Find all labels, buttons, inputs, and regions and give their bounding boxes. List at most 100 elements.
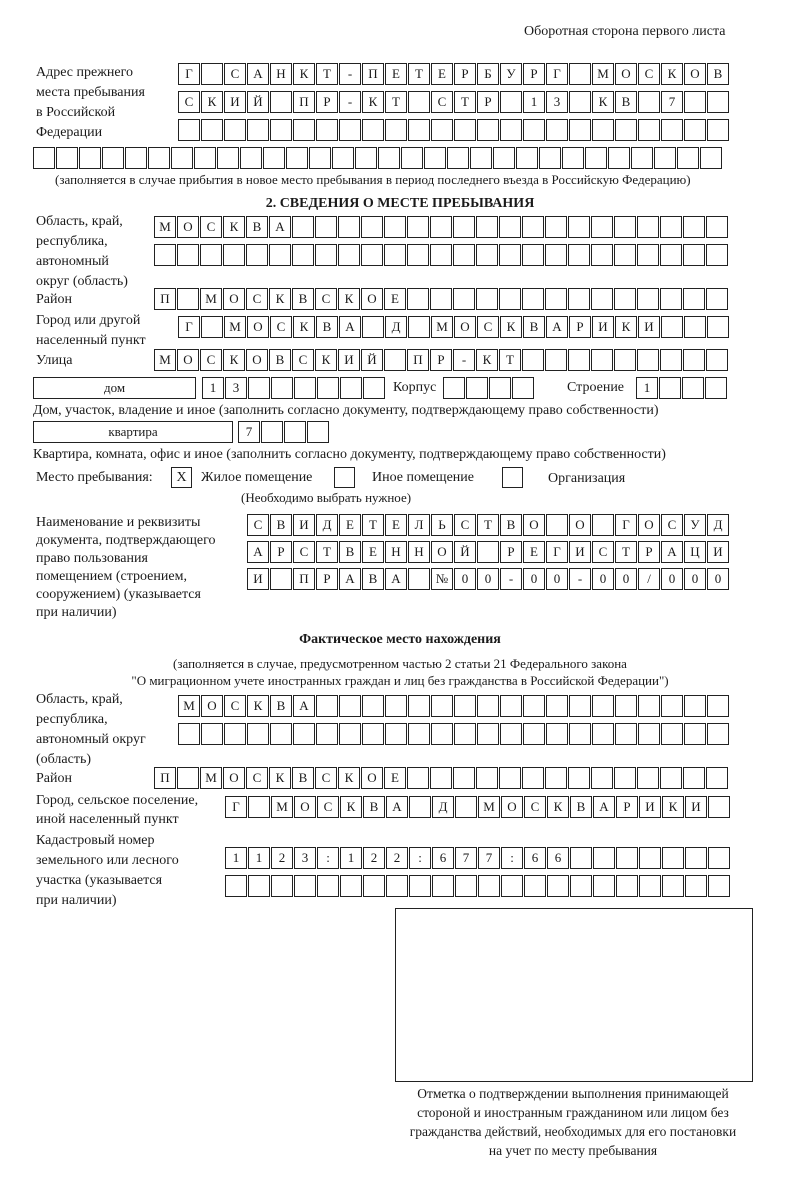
letter-cell[interactable] [470,147,492,169]
letter-cell[interactable]: В [362,568,384,590]
letter-cell[interactable] [284,421,306,443]
letter-cell[interactable] [317,377,339,399]
letter-cell[interactable]: А [546,316,568,338]
letter-cell[interactable] [269,244,291,266]
letter-cell[interactable]: Р [616,796,638,818]
letter-cell[interactable] [592,695,614,717]
letter-cell[interactable] [569,695,591,717]
letter-cell[interactable]: К [293,63,315,85]
letter-cell[interactable]: К [362,91,384,113]
letter-cell[interactable] [247,119,269,141]
letter-cell[interactable] [684,91,706,113]
letter-cell[interactable]: И [638,316,660,338]
letter-cell[interactable]: И [224,91,246,113]
letter-cell[interactable]: И [247,568,269,590]
letter-cell[interactable] [447,147,469,169]
letter-cell[interactable] [355,147,377,169]
letter-cell[interactable]: В [270,695,292,717]
letter-cell[interactable] [408,91,430,113]
letter-cell[interactable] [500,695,522,717]
letter-cell[interactable]: Т [499,349,521,371]
letter-cell[interactable] [522,349,544,371]
letter-cell[interactable]: О [294,796,316,818]
letter-cell[interactable] [661,316,683,338]
letter-cell[interactable] [592,514,614,536]
letter-cell[interactable]: И [338,349,360,371]
letter-cell[interactable]: 0 [661,568,683,590]
letter-cell[interactable] [408,723,430,745]
letter-cell[interactable] [545,216,567,238]
letter-cell[interactable]: А [661,541,683,563]
letter-cell[interactable] [430,767,452,789]
letter-cell[interactable]: Й [247,91,269,113]
letter-cell[interactable] [455,875,477,897]
letter-cell[interactable] [523,119,545,141]
letter-cell[interactable]: Д [432,796,454,818]
letter-cell[interactable] [500,91,522,113]
letter-cell[interactable]: М [271,796,293,818]
letter-cell[interactable] [476,216,498,238]
letter-cell[interactable] [522,767,544,789]
letter-cell[interactable] [453,288,475,310]
letter-cell[interactable]: М [178,695,200,717]
letter-cell[interactable] [316,119,338,141]
letter-cell[interactable]: Е [385,514,407,536]
letter-cell[interactable]: В [270,514,292,536]
letter-cell[interactable]: О [684,63,706,85]
letter-cell[interactable] [270,119,292,141]
letter-cell[interactable] [608,147,630,169]
letter-cell[interactable]: К [269,288,291,310]
letter-cell[interactable]: В [316,316,338,338]
letter-cell[interactable]: Т [454,91,476,113]
letter-cell[interactable]: К [476,349,498,371]
letter-cell[interactable]: О [246,349,268,371]
letter-cell[interactable] [339,723,361,745]
letter-cell[interactable] [638,723,660,745]
letter-cell[interactable]: В [615,91,637,113]
letter-cell[interactable]: 2 [386,847,408,869]
letter-cell[interactable]: С [178,91,200,113]
letter-cell[interactable] [431,119,453,141]
letter-cell[interactable] [614,349,636,371]
letter-cell[interactable]: М [431,316,453,338]
letter-cell[interactable]: Р [638,541,660,563]
letter-cell[interactable] [407,767,429,789]
letter-cell[interactable] [477,541,499,563]
letter-cell[interactable]: 0 [454,568,476,590]
letter-cell[interactable] [361,244,383,266]
letter-cell[interactable] [585,147,607,169]
letter-cell[interactable] [654,147,676,169]
apartment-type-field[interactable]: квартира [33,421,233,443]
letter-cell[interactable]: С [200,349,222,371]
letter-cell[interactable] [454,119,476,141]
letter-cell[interactable] [361,216,383,238]
letter-cell[interactable]: В [363,796,385,818]
korpus-field[interactable] [443,377,535,399]
letter-cell[interactable] [592,119,614,141]
letter-cell[interactable]: Е [384,767,406,789]
letter-cell[interactable] [499,288,521,310]
letter-cell[interactable] [270,91,292,113]
letter-cell[interactable]: Т [316,541,338,563]
letter-cell[interactable]: К [247,695,269,717]
letter-cell[interactable]: О [201,695,223,717]
letter-cell[interactable] [683,349,705,371]
letter-cell[interactable]: В [523,316,545,338]
letter-cell[interactable] [568,767,590,789]
letter-cell[interactable]: С [315,288,337,310]
letter-cell[interactable]: - [500,568,522,590]
letter-cell[interactable]: К [223,349,245,371]
letter-cell[interactable] [178,723,200,745]
letter-cell[interactable]: С [431,91,453,113]
letter-cell[interactable]: С [592,541,614,563]
letter-cell[interactable] [263,147,285,169]
letter-cell[interactable] [631,147,653,169]
letter-cell[interactable] [615,723,637,745]
letter-cell[interactable] [177,244,199,266]
letter-cell[interactable] [363,875,385,897]
letter-cell[interactable]: 3 [546,91,568,113]
